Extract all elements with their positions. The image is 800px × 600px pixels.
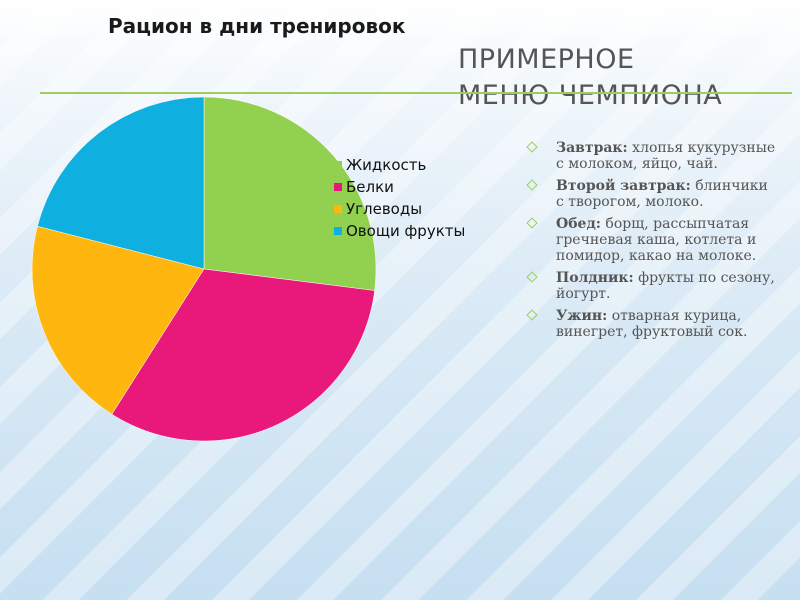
legend-label: Белки — [346, 178, 394, 196]
bullet-icon — [526, 309, 538, 321]
menu-item-second-breakfast: Второй завтрак: блинчики с творогом, мол… — [518, 178, 780, 210]
menu-text: отварная курица, винегрет, фруктовый сок… — [556, 308, 748, 340]
menu-text: блинчики с творогом, молоко. — [556, 178, 768, 210]
menu-item-lunch: Обед: борщ, рассыпчатая гречневая каша, … — [518, 216, 780, 264]
legend-item: Жидкость — [334, 154, 465, 176]
pie-slice-1 — [203, 96, 377, 291]
legend-item: Углеводы — [334, 198, 465, 220]
menu-label: Завтрак: — [556, 140, 628, 156]
bullet-icon — [526, 217, 538, 229]
chart-legend: Жидкость Белки Углеводы Овощи фрукты — [334, 154, 465, 242]
menu-item-snack: Полдник: фрукты по сезону, йогурт. — [518, 270, 780, 302]
legend-item: Белки — [334, 176, 465, 198]
menu-label: Ужин: — [556, 308, 608, 324]
menu-label: Обед: — [556, 216, 601, 232]
menu-text: хлопья кукурузные с молоком, яйцо, чай. — [556, 140, 776, 172]
legend-swatch — [334, 161, 342, 169]
pie-slice-3 — [31, 225, 205, 415]
legend-label: Углеводы — [346, 200, 423, 218]
legend-swatch — [334, 183, 342, 191]
pie-slice-2 — [111, 268, 375, 442]
menu-list: Завтрак: хлопья кукурузные с молоком, яй… — [518, 140, 780, 346]
menu-label: Второй завтрак: — [556, 178, 691, 194]
legend-item: Овощи фрукты — [334, 220, 465, 242]
bullet-icon — [526, 271, 538, 283]
menu-label: Полдник: — [556, 270, 634, 286]
slide-title-line1: ПРИМЕРНОЕ — [458, 44, 635, 75]
legend-swatch — [334, 205, 342, 213]
slide-title: ПРИМЕРНОЕ МЕНЮ ЧЕМПИОНА — [458, 42, 778, 114]
chart-title: Рацион в дни тренировок — [108, 14, 406, 38]
menu-text: фрукты по сезону, йогурт. — [556, 270, 775, 302]
bullet-icon — [526, 141, 538, 153]
bullet-icon — [526, 179, 538, 191]
menu-item-dinner: Ужин: отварная курица, винегрет, фруктов… — [518, 308, 780, 340]
legend-swatch — [334, 227, 342, 235]
pie-slice-4 — [37, 96, 205, 270]
legend-label: Жидкость — [346, 156, 427, 174]
slide-title-line2: МЕНЮ ЧЕМПИОНА — [458, 80, 723, 111]
menu-item-breakfast: Завтрак: хлопья кукурузные с молоком, яй… — [518, 140, 780, 172]
legend-label: Овощи фрукты — [346, 222, 466, 240]
title-divider — [40, 92, 792, 94]
menu-text: борщ, рассыпчатая гречневая каша, котлет… — [556, 216, 757, 264]
